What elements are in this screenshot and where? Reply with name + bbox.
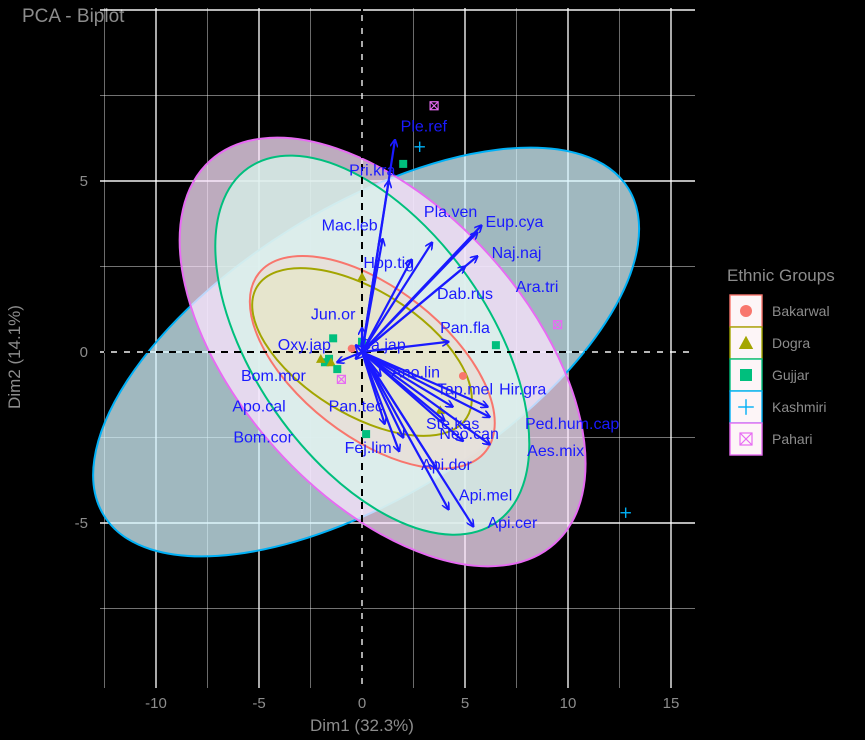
legend-label-gujjar: Gujjar xyxy=(772,367,810,383)
point-dogra xyxy=(316,354,326,363)
chart-title: PCA - Biplot xyxy=(22,6,125,27)
arrow-apo.cal xyxy=(356,352,362,359)
label-pan.fla: Pan.fla xyxy=(440,320,490,337)
arrow-hop.tig xyxy=(361,260,411,353)
point-gujjar xyxy=(329,334,338,343)
label-aes.mix: Aes.mix xyxy=(527,443,584,460)
label-ple.ref: Ple.ref xyxy=(401,118,448,135)
arrow-neo.can xyxy=(361,351,463,441)
legend-marker-kashmiri xyxy=(738,399,754,415)
point-pahari xyxy=(336,374,346,384)
y-tick-label: 5 xyxy=(80,173,88,190)
point-bakarwal xyxy=(458,371,467,380)
legend-marker-dogra xyxy=(738,335,754,349)
label-ara.tri: Ara.tri xyxy=(516,279,559,296)
arrow-aes.mix xyxy=(361,351,490,444)
arrow-pan.fla xyxy=(361,342,449,354)
label-api.mel: Api.mel xyxy=(459,488,512,505)
arrow-ara.tri xyxy=(361,256,477,353)
label-apo.cal: Apo.cal xyxy=(232,399,285,416)
legend-label-kashmiri: Kashmiri xyxy=(772,399,826,415)
label-pan.tec: Pan.tec xyxy=(329,399,383,416)
label-tap.mel: Tap.mel xyxy=(437,382,493,399)
label-bom.mor: Bom.mor xyxy=(241,368,307,385)
label-api.cer: Api.cer xyxy=(487,515,537,532)
point-bakarwal xyxy=(347,344,356,353)
axis-ticks: -10 -5 0 5 10 15 -5 0 5 xyxy=(75,173,680,712)
variable-arrows: Ple.ref Pri.kra Mac.leb Pla.ven Eup.cya Naj.n… xyxy=(232,118,619,532)
x-tick-label: 5 xyxy=(461,695,469,712)
point-gujjar xyxy=(333,365,342,374)
point-gujjar xyxy=(325,354,334,363)
label-hir.gra: Hir.gra xyxy=(499,382,546,399)
x-tick-label: 0 xyxy=(358,695,366,712)
arrow-tap.mel xyxy=(361,351,453,407)
label-pla.ven: Pla.ven xyxy=(424,204,477,221)
arrow-hir.gra xyxy=(361,350,488,407)
x-tick-label: 15 xyxy=(663,695,680,712)
point-gujjar xyxy=(491,341,500,350)
label-oxy.jap: Oxy.jap xyxy=(278,337,331,354)
x-axis-title: Dim1 (32.3%) xyxy=(310,716,414,735)
arrow-pla.ven xyxy=(361,243,432,353)
point-pahari xyxy=(553,320,563,330)
label-dab.rus: Dab.rus xyxy=(437,286,493,303)
point-kashmiri xyxy=(620,507,631,518)
x-tick-label: -5 xyxy=(252,695,265,712)
legend-label-bakarwal: Bakarwal xyxy=(772,303,830,319)
label-jun.or: Jun.or xyxy=(311,306,356,323)
label-hop.tig: Hop.tig xyxy=(363,255,414,272)
legend-label-dogra: Dogra xyxy=(772,335,810,351)
legend-marker-bakarwal xyxy=(740,305,752,317)
arrow-ped.hum.cap xyxy=(361,351,490,417)
label-fej.lim: Fej.lim xyxy=(345,440,392,457)
label-mac.leb: Mac.leb xyxy=(322,217,378,234)
point-gujjar xyxy=(399,159,408,168)
legend-label-pahari: Pahari xyxy=(772,431,812,447)
arrow-ca.jap xyxy=(362,345,368,352)
label-eup.cya: Eup.cya xyxy=(486,214,544,231)
y-axis-title: Dim2 (14.1%) xyxy=(5,305,24,409)
label-bom.cor: Bom.cor xyxy=(233,430,293,447)
legend-marker-gujjar xyxy=(740,369,752,381)
label-naj.naj: Naj.naj xyxy=(492,245,542,262)
point-kashmiri xyxy=(414,141,425,152)
label-ped.hum.cap: Ped.hum.cap xyxy=(525,416,619,433)
legend-key-bakarwal xyxy=(729,294,763,328)
legend-marker-pahari xyxy=(739,432,753,446)
point-dogra xyxy=(357,271,367,281)
legend-key-gujjar xyxy=(729,358,763,392)
x-tick-label: -10 xyxy=(145,695,167,712)
x-tick-label: 10 xyxy=(560,695,577,712)
legend: Ethnic Groups Bakarwal Dogra Gujjar Kashmir… xyxy=(727,266,835,456)
arrow-naj.naj xyxy=(361,232,477,353)
label-api.dor: Api.dor xyxy=(421,457,472,474)
arrow-fej.lim xyxy=(360,351,399,451)
point-gujjar xyxy=(362,430,371,439)
point-pahari xyxy=(429,101,439,111)
label-pri.kra: Pri.kra xyxy=(349,163,395,180)
y-tick-label: 0 xyxy=(80,344,88,361)
y-tick-label: -5 xyxy=(75,515,88,532)
point-dogra xyxy=(326,357,336,367)
arrow-api.cer xyxy=(361,351,473,526)
arrow-api.mel xyxy=(361,351,449,509)
label-ca.jap: Ca.jap xyxy=(359,337,405,354)
legend-title: Ethnic Groups xyxy=(727,266,835,285)
